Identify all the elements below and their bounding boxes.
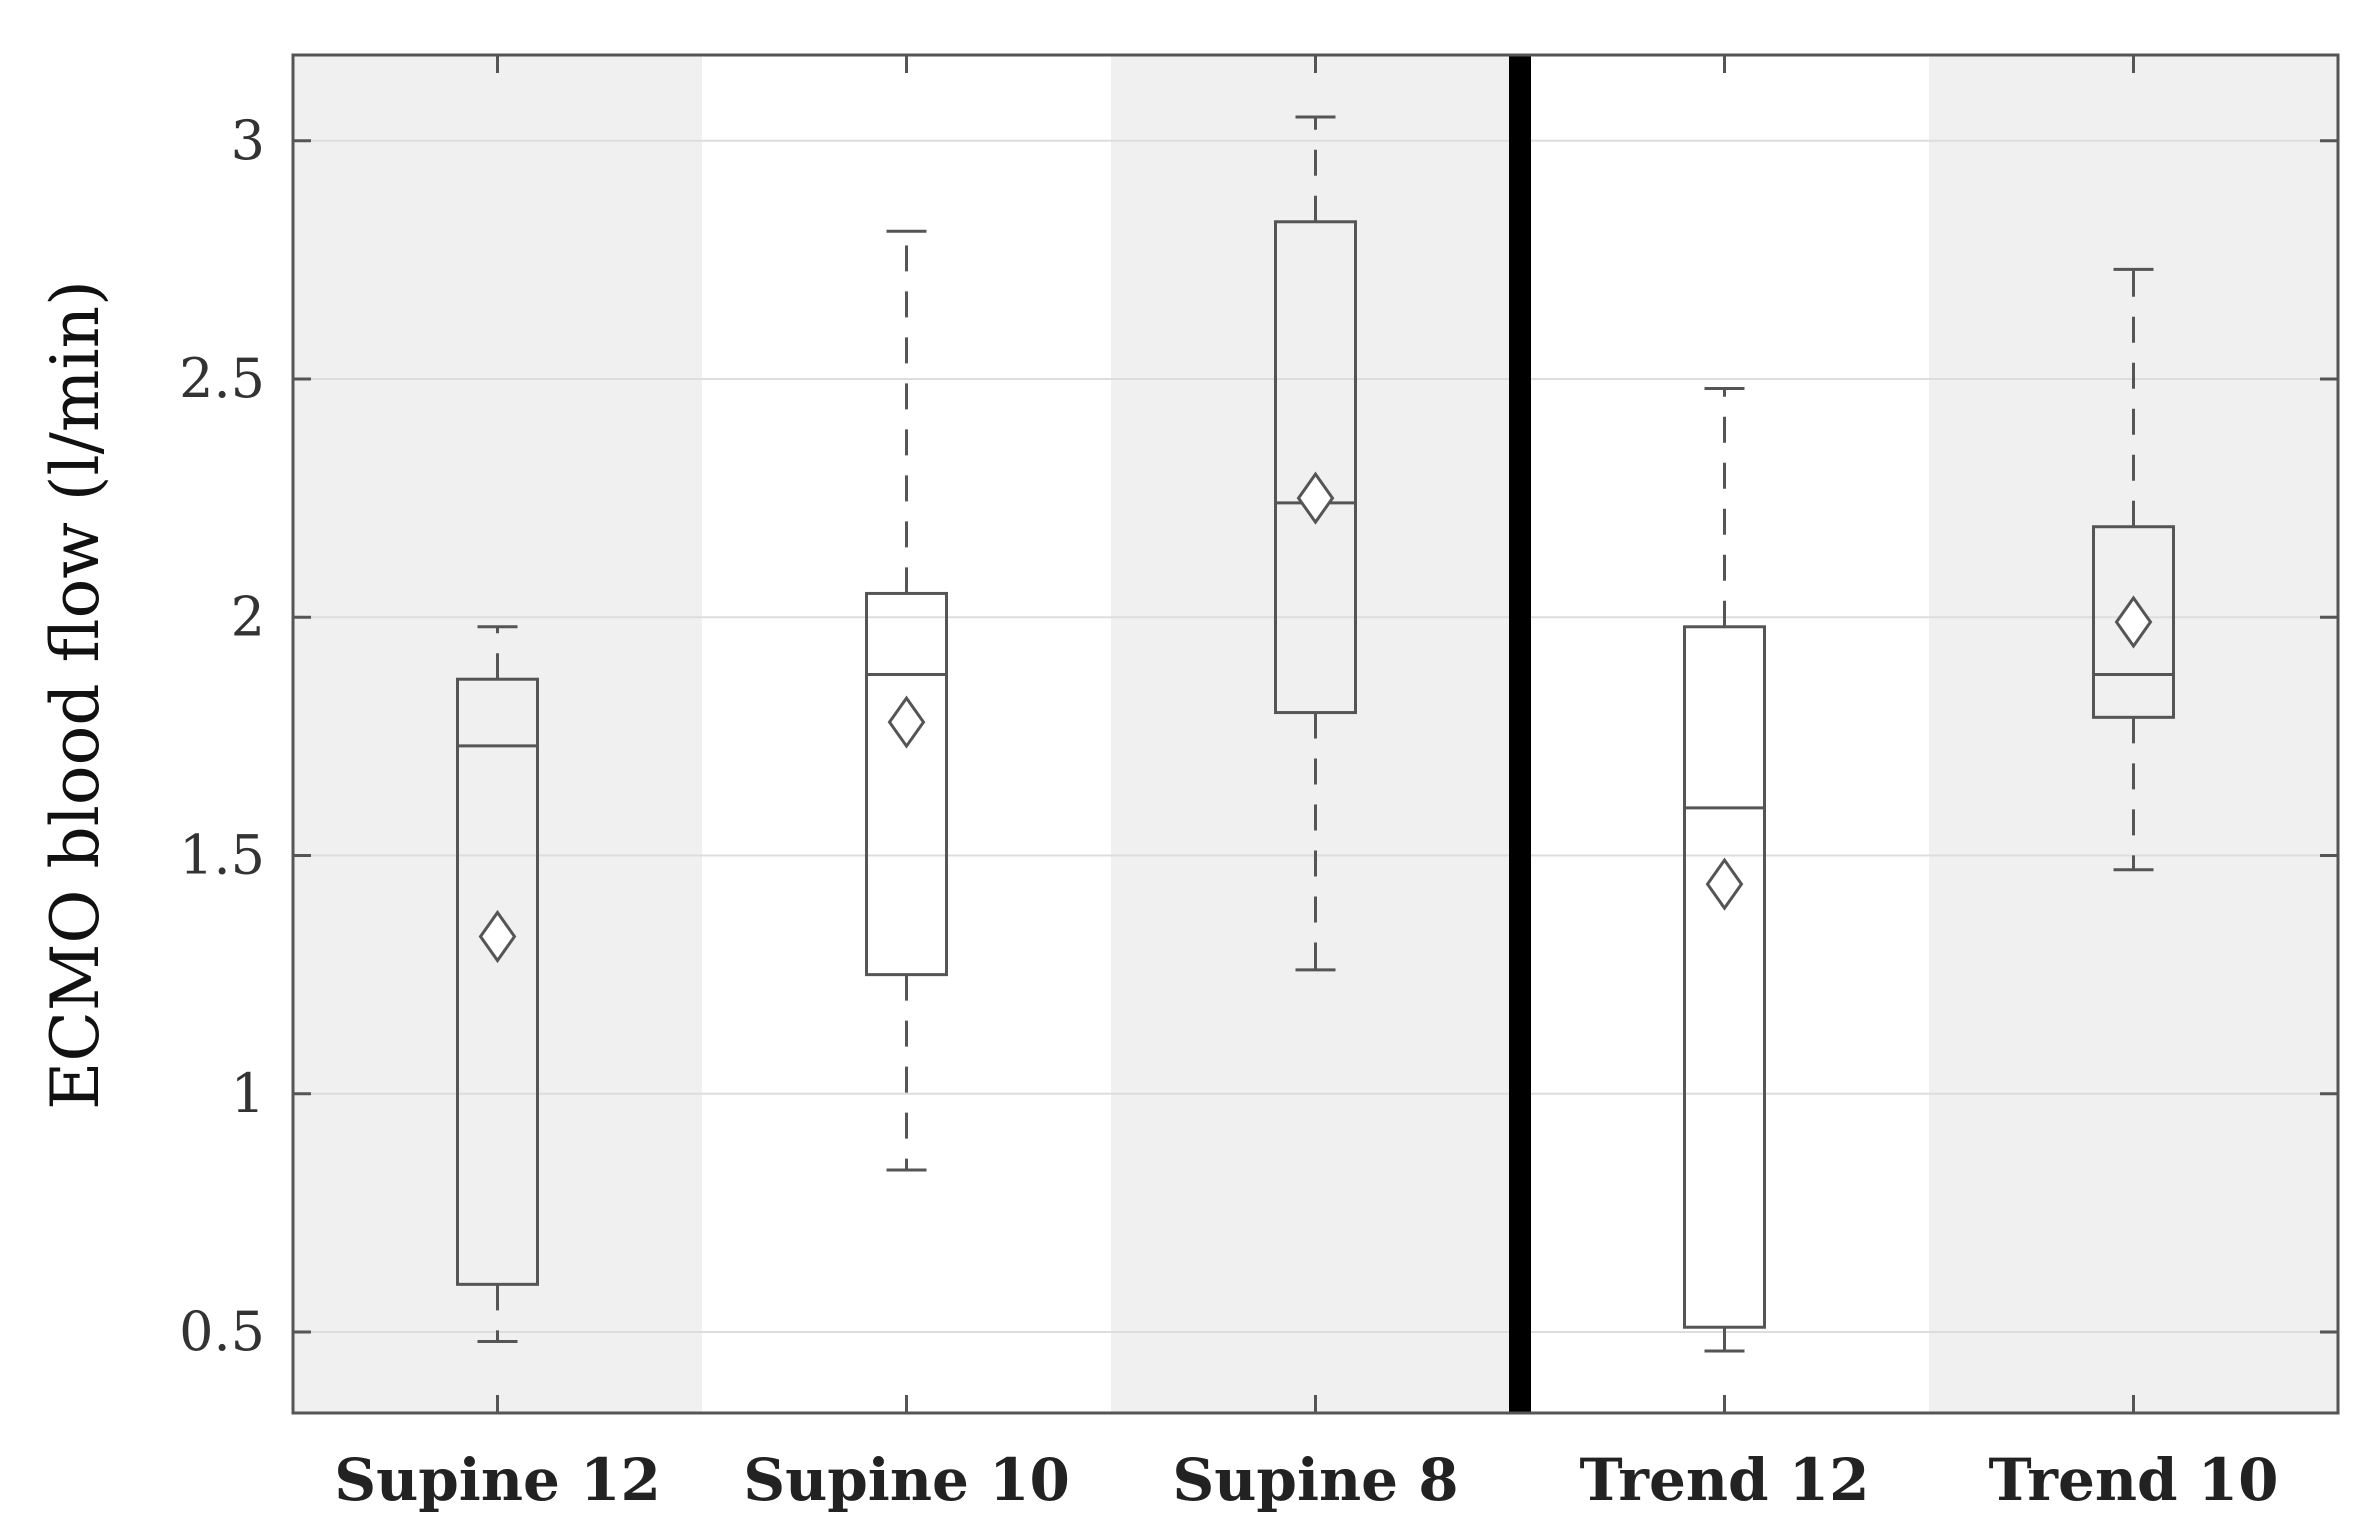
y-tick-label: 2 [231,585,265,648]
y-tick-label: 1.5 [179,824,265,887]
background-band [1520,55,1929,1413]
x-category-label: Supine 8 [1172,1446,1458,1514]
box-1 [456,625,539,1344]
mean-marker [2114,595,2153,649]
y-tick-label: 2.5 [179,347,265,410]
box-iqr [1274,220,1357,715]
x-axis-labels: Supine 12 Supine 10 Supine 8 Trend 12 Trend … [334,55,2279,1514]
x-category-label: Supine 10 [743,1446,1070,1514]
y-axis-ticks: 0.5 1 1.5 2 2.5 3 [179,109,2338,1363]
box-3 [1274,115,1357,972]
x-category-label: Trend 10 [1988,1446,2278,1514]
mean-marker [1705,857,1744,911]
box-series [456,115,2175,1353]
box-5 [2092,267,2175,872]
x-category-label: Supine 12 [334,1446,661,1514]
y-tick-label: 3 [231,109,265,172]
y-tick-label: 0.5 [179,1300,265,1363]
box-iqr [456,677,539,1286]
mean-marker [887,695,926,749]
box-4 [1683,387,1766,1353]
mean-marker [478,909,517,964]
y-tick-label: 1 [231,1062,265,1125]
background-band [293,55,702,1413]
box-iqr [1683,625,1766,1329]
box-2 [865,229,948,1172]
y-axis-title: ECMO blood flow (l/min) [37,280,114,1110]
x-category-label: Trend 12 [1579,1446,1869,1514]
mean-marker [1296,471,1335,525]
box-iqr [2092,525,2175,719]
box-iqr [865,591,948,977]
